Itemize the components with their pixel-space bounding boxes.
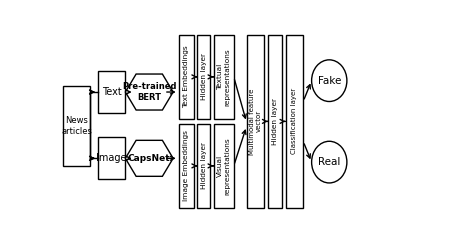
FancyBboxPatch shape bbox=[213, 124, 234, 208]
Text: Multimodal feature
vector: Multimodal feature vector bbox=[249, 88, 262, 154]
Text: Hidden layer: Hidden layer bbox=[272, 98, 278, 145]
Ellipse shape bbox=[311, 141, 347, 183]
FancyBboxPatch shape bbox=[285, 35, 303, 208]
FancyBboxPatch shape bbox=[213, 35, 234, 119]
Text: Classification layer: Classification layer bbox=[292, 88, 297, 154]
FancyBboxPatch shape bbox=[197, 35, 210, 119]
Text: Real: Real bbox=[318, 157, 340, 167]
Text: Image Embeddings: Image Embeddings bbox=[183, 130, 189, 201]
Text: News
articles: News articles bbox=[61, 116, 92, 136]
Ellipse shape bbox=[311, 60, 347, 102]
Polygon shape bbox=[125, 140, 173, 176]
Text: Image: Image bbox=[96, 153, 127, 163]
Text: Pre-trained
BERT: Pre-trained BERT bbox=[122, 82, 176, 102]
Text: Text: Text bbox=[102, 87, 121, 97]
FancyBboxPatch shape bbox=[179, 35, 194, 119]
FancyBboxPatch shape bbox=[179, 124, 194, 208]
FancyBboxPatch shape bbox=[98, 138, 125, 179]
FancyBboxPatch shape bbox=[98, 71, 125, 113]
FancyBboxPatch shape bbox=[268, 35, 282, 208]
Text: Textual
representations: Textual representations bbox=[217, 48, 230, 106]
Text: Hidden layer: Hidden layer bbox=[201, 142, 207, 189]
FancyBboxPatch shape bbox=[197, 124, 210, 208]
Text: Fake: Fake bbox=[318, 76, 341, 86]
FancyBboxPatch shape bbox=[63, 86, 91, 166]
Text: Text Embeddings: Text Embeddings bbox=[183, 46, 189, 108]
Text: Visual
representations: Visual representations bbox=[217, 137, 230, 195]
Text: Hidden layer: Hidden layer bbox=[201, 53, 207, 100]
Text: CapsNet: CapsNet bbox=[128, 154, 171, 163]
FancyBboxPatch shape bbox=[246, 35, 264, 208]
Polygon shape bbox=[125, 74, 173, 110]
